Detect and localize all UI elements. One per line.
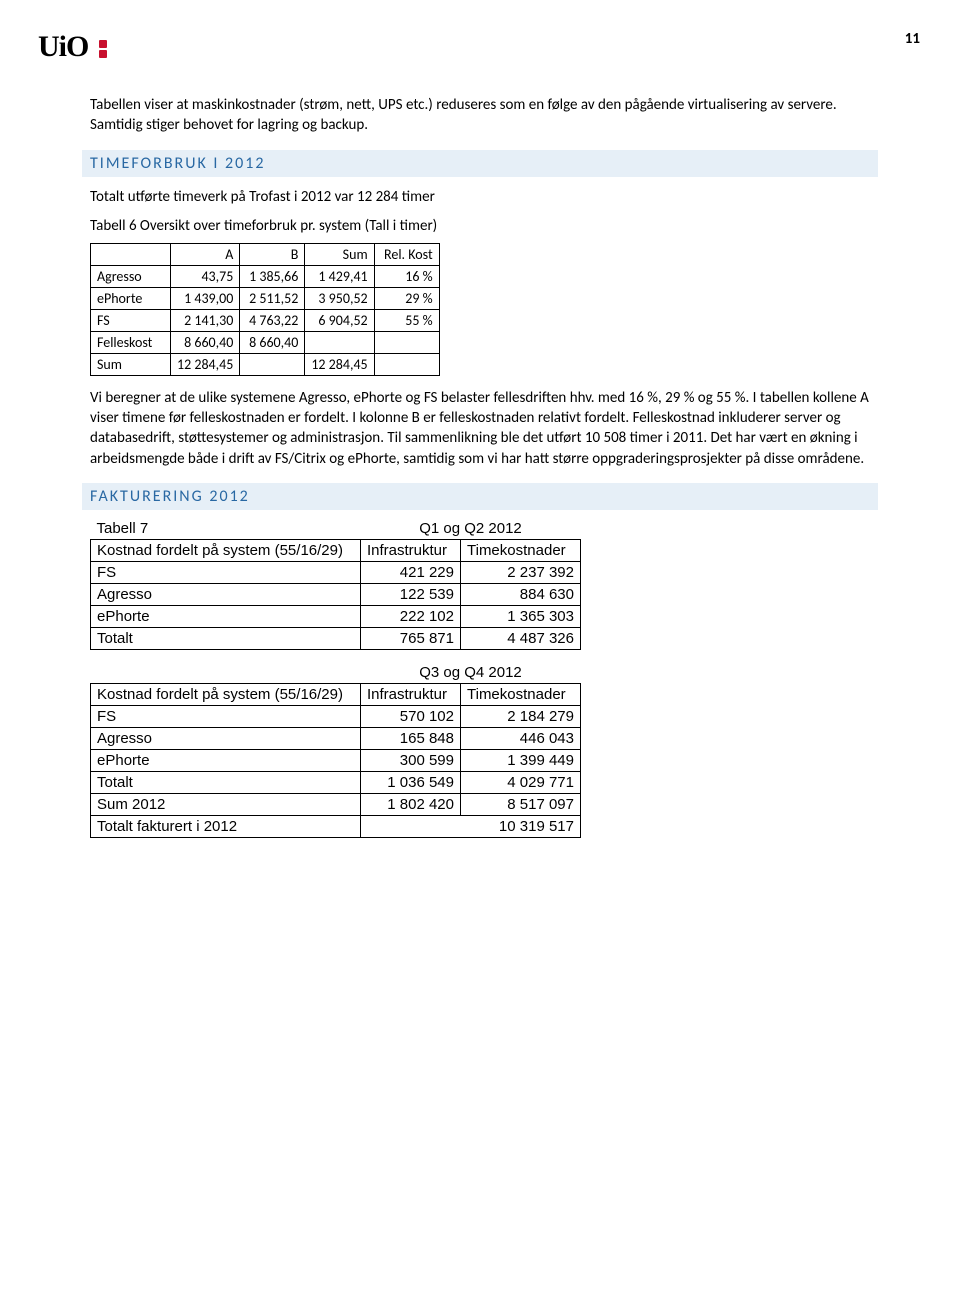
table-header-row: A B Sum Rel. Kost <box>91 243 440 265</box>
table-cell: 570 102 <box>361 705 461 727</box>
table-cell: 12 284,45 <box>171 353 240 375</box>
table-row: Agresso 165 848 446 043 <box>91 727 581 749</box>
table-cell: ePhorte <box>91 287 171 309</box>
table-header-cell: A <box>171 243 240 265</box>
table-cell: Felleskost <box>91 331 171 353</box>
table-cell: Agresso <box>91 583 361 605</box>
table-cell: FS <box>91 561 361 583</box>
table-title: Q1 og Q2 2012 <box>361 518 581 540</box>
table-cell: 1 399 449 <box>461 749 581 771</box>
table-cell: 421 229 <box>361 561 461 583</box>
table-cell: Agresso <box>91 727 361 749</box>
table6-caption: Tabell 6 Oversikt over timeforbruk pr. s… <box>90 217 870 235</box>
table-cell: 8 660,40 <box>240 331 305 353</box>
table-cell: 2 511,52 <box>240 287 305 309</box>
table-footer-row: Totalt fakturert i 2012 10 319 517 <box>91 815 581 837</box>
table-cell: 1 439,00 <box>171 287 240 309</box>
logo: UiO <box>38 30 107 64</box>
table-cell: 2 237 392 <box>461 561 581 583</box>
table-cell: 4 029 771 <box>461 771 581 793</box>
table-cell: Sum <box>91 353 171 375</box>
table-header-cell: Infrastruktur <box>361 539 461 561</box>
table-cell: Agresso <box>91 265 171 287</box>
tabell7-label: Tabell 7 <box>91 518 361 540</box>
table-row: ePhorte 1 439,00 2 511,52 3 950,52 29 % <box>91 287 440 309</box>
table-cell: 1 036 549 <box>361 771 461 793</box>
table-header-cell: Sum <box>305 243 374 265</box>
table-fakturering-q3q4: Q3 og Q4 2012 Kostnad fordelt på system … <box>90 662 581 838</box>
table-header-cell: Timekostnader <box>461 539 581 561</box>
table-cell: 165 848 <box>361 727 461 749</box>
table-cell: 122 539 <box>361 583 461 605</box>
timeverk-paragraph: Totalt utførte timeverk på Trofast i 201… <box>90 187 870 207</box>
table-cell <box>240 353 305 375</box>
table-cell: 16 % <box>374 265 439 287</box>
table-cell: 1 385,66 <box>240 265 305 287</box>
table-cell: 2 184 279 <box>461 705 581 727</box>
table-cell: Totalt <box>91 627 361 649</box>
table-cell: ePhorte <box>91 749 361 771</box>
table-row: Totalt 765 871 4 487 326 <box>91 627 581 649</box>
table-cell: 43,75 <box>171 265 240 287</box>
table-header-row: Kostnad fordelt på system (55/16/29) Inf… <box>91 539 581 561</box>
table-row: Agresso 122 539 884 630 <box>91 583 581 605</box>
logo-text: UiO <box>38 30 88 63</box>
table-row: Agresso 43,75 1 385,66 1 429,41 16 % <box>91 265 440 287</box>
page-number: 11 <box>905 30 920 48</box>
table-row: ePhorte 222 102 1 365 303 <box>91 605 581 627</box>
table-header-cell: Kostnad fordelt på system (55/16/29) <box>91 683 361 705</box>
table-row: Felleskost 8 660,40 8 660,40 <box>91 331 440 353</box>
table-cell: Sum 2012 <box>91 793 361 815</box>
table-header-cell: Kostnad fordelt på system (55/16/29) <box>91 539 361 561</box>
table-cell: 55 % <box>374 309 439 331</box>
table-header-cell: Rel. Kost <box>374 243 439 265</box>
table-cell: 3 950,52 <box>305 287 374 309</box>
table-header-cell: Timekostnader <box>461 683 581 705</box>
table-cell <box>305 331 374 353</box>
logo-dots-icon <box>99 38 107 60</box>
intro-paragraph: Tabellen viser at maskinkostnader (strøm… <box>90 95 870 136</box>
table-cell: 29 % <box>374 287 439 309</box>
table-cell: 4 763,22 <box>240 309 305 331</box>
table-row: Totalt 1 036 549 4 029 771 <box>91 771 581 793</box>
table-row: FS 421 229 2 237 392 <box>91 561 581 583</box>
table-cell: 222 102 <box>361 605 461 627</box>
table-cell <box>374 353 439 375</box>
section-fakturering-heading: FAKTURERING 2012 <box>82 483 878 510</box>
table-title: Q3 og Q4 2012 <box>361 662 581 684</box>
table-cell: ePhorte <box>91 605 361 627</box>
table-row: Sum 12 284,45 12 284,45 <box>91 353 440 375</box>
table-cell: 8 517 097 <box>461 793 581 815</box>
table-cell: 446 043 <box>461 727 581 749</box>
table-row: ePhorte 300 599 1 399 449 <box>91 749 581 771</box>
table-cell: 765 871 <box>361 627 461 649</box>
table-cell: 300 599 <box>361 749 461 771</box>
table-cell: 10 319 517 <box>361 815 581 837</box>
table-cell: 12 284,45 <box>305 353 374 375</box>
table-cell: 1 429,41 <box>305 265 374 287</box>
table-cell: Totalt <box>91 771 361 793</box>
table-timeforbruk: A B Sum Rel. Kost Agresso 43,75 1 385,66… <box>90 243 440 376</box>
table-cell: FS <box>91 705 361 727</box>
table-cell: Totalt fakturert i 2012 <box>91 815 361 837</box>
table-cell: 8 660,40 <box>171 331 240 353</box>
table-cell: 1 365 303 <box>461 605 581 627</box>
table-cell: 884 630 <box>461 583 581 605</box>
table-row: FS 2 141,30 4 763,22 6 904,52 55 % <box>91 309 440 331</box>
table-row: Sum 2012 1 802 420 8 517 097 <box>91 793 581 815</box>
section-timeforbruk-heading: TIMEFORBRUK I 2012 <box>82 150 878 177</box>
table-row: FS 570 102 2 184 279 <box>91 705 581 727</box>
explanation-paragraph: Vi beregner at de ulike systemene Agress… <box>90 388 870 469</box>
table-cell: 4 487 326 <box>461 627 581 649</box>
table-header-cell: Infrastruktur <box>361 683 461 705</box>
table-header-cell: B <box>240 243 305 265</box>
table-cell: 2 141,30 <box>171 309 240 331</box>
table-header-row: Kostnad fordelt på system (55/16/29) Inf… <box>91 683 581 705</box>
table-cell <box>374 331 439 353</box>
table-header-cell <box>91 243 171 265</box>
table-cell: FS <box>91 309 171 331</box>
table-cell: 6 904,52 <box>305 309 374 331</box>
table-cell: 1 802 420 <box>361 793 461 815</box>
table-fakturering-q1q2: Tabell 7 Q1 og Q2 2012 Kostnad fordelt p… <box>90 518 581 650</box>
